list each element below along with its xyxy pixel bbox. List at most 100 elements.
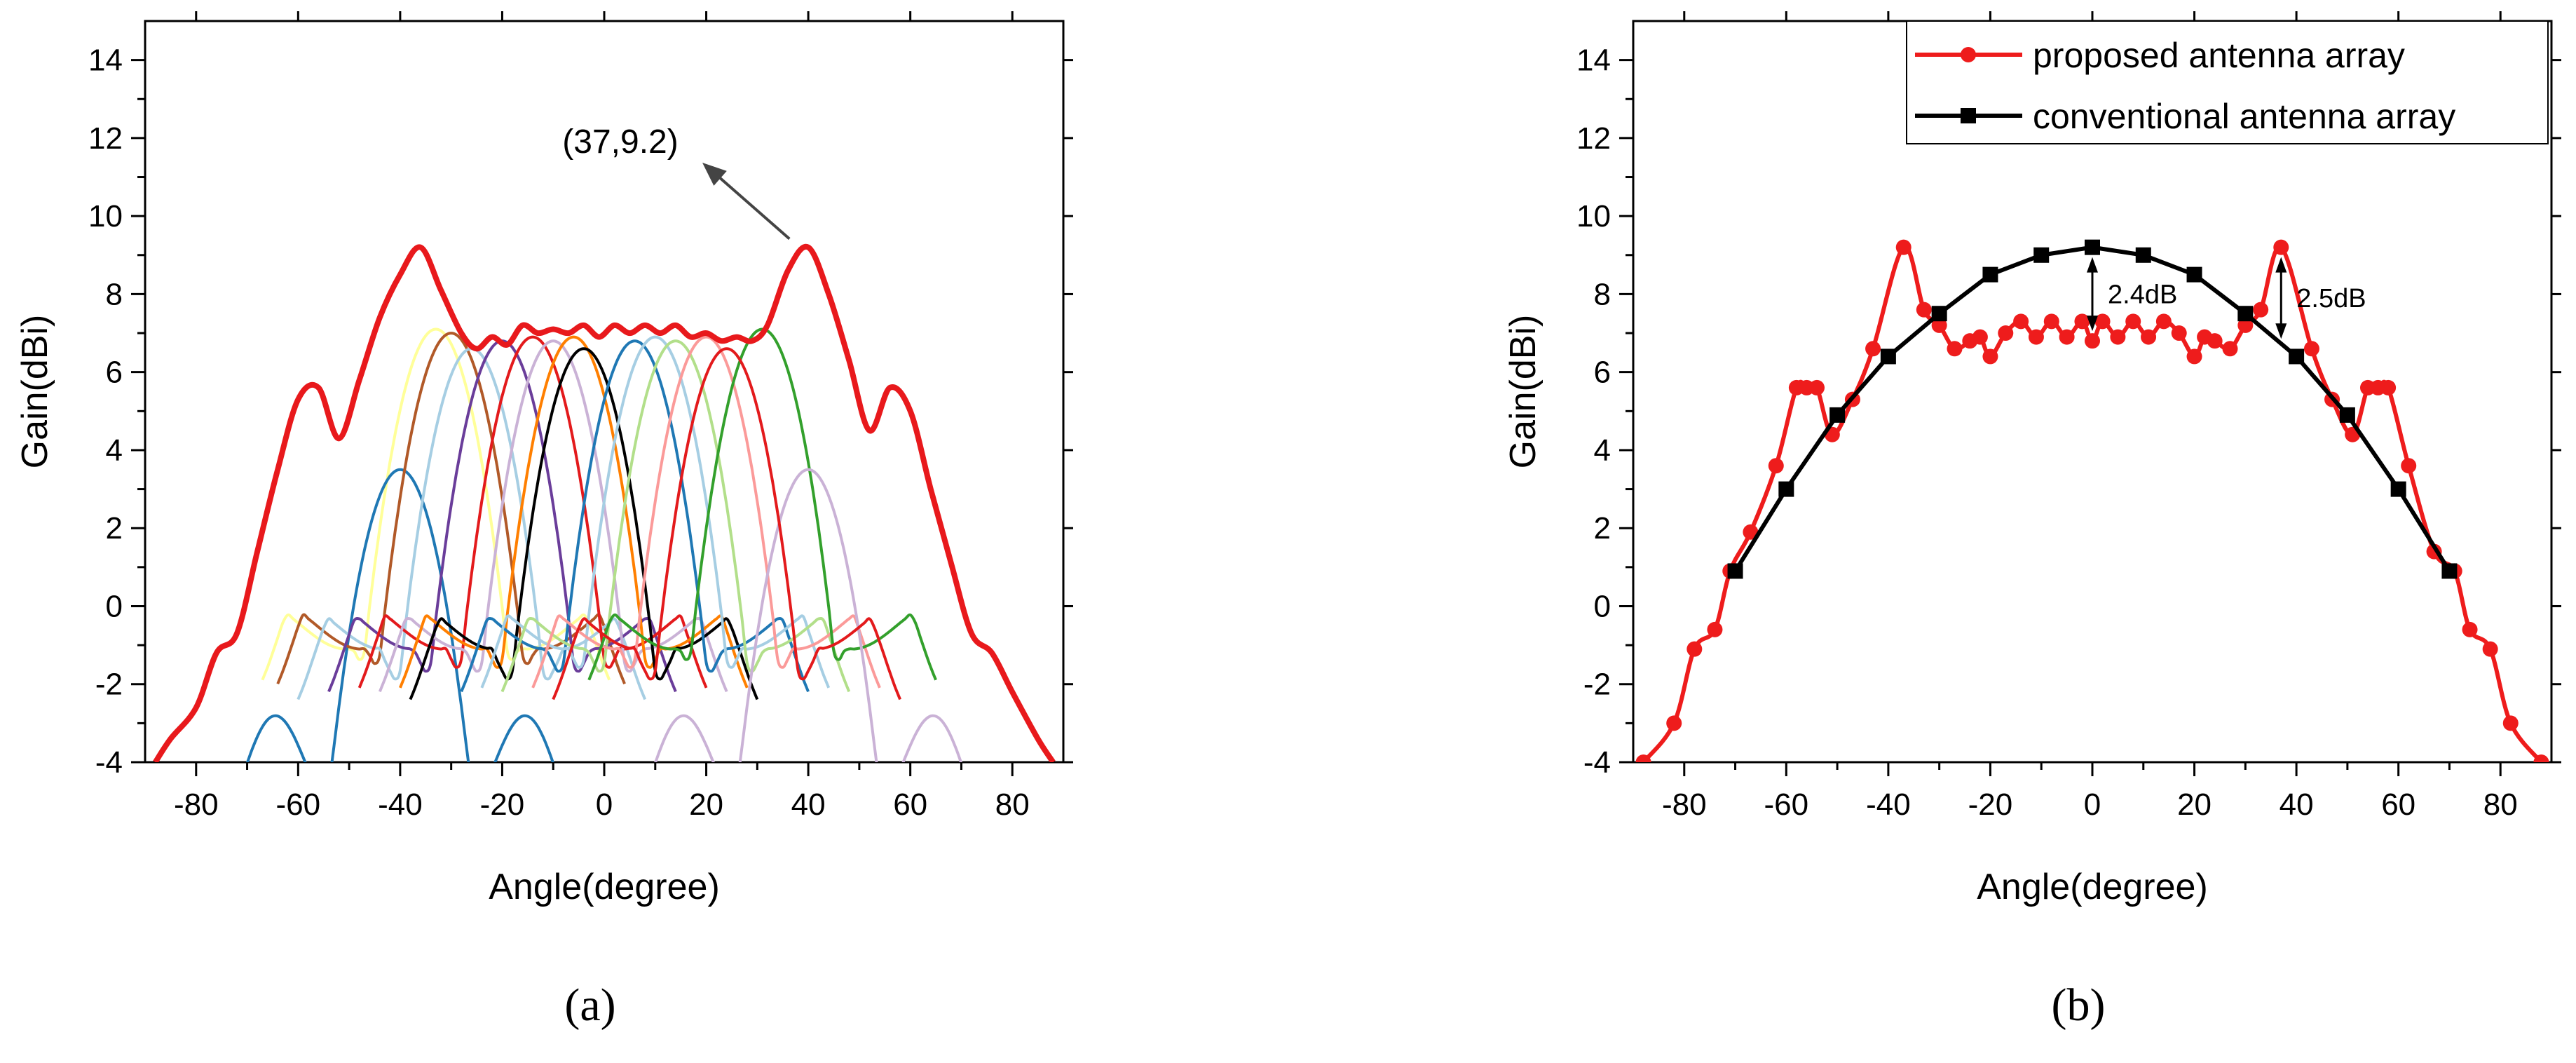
annotation-arrowhead-down	[2275, 323, 2287, 339]
data-point-proposed	[2141, 329, 2157, 345]
data-point-proposed	[2013, 313, 2029, 330]
data-point-proposed	[2462, 621, 2478, 637]
data-point-proposed	[2074, 313, 2090, 330]
beam-curve	[399, 335, 749, 689]
panel-a-label: (a)	[564, 980, 615, 1031]
panel-b-legend: proposed antenna array conventional ante…	[1906, 20, 2549, 144]
data-point-proposed	[2237, 317, 2254, 333]
data-point-proposed	[1865, 341, 1881, 357]
data-point-proposed	[1982, 348, 1998, 365]
panel-a-annotation-arrowhead	[702, 163, 727, 186]
x-tick-label: 40	[791, 787, 826, 822]
beam-curve	[378, 339, 728, 693]
y-tick-label: 10	[88, 199, 123, 233]
beam-curve	[531, 335, 881, 689]
x-tick-label: 80	[2483, 787, 2518, 822]
beam-curve	[245, 468, 554, 762]
data-point-proposed	[2273, 239, 2289, 255]
data-point-conventional	[2186, 266, 2202, 283]
y-tick-label: -4	[1583, 745, 1611, 780]
data-point-proposed	[2094, 313, 2111, 330]
x-tick-label: -60	[276, 787, 321, 822]
data-point-conventional	[2085, 239, 2100, 255]
x-tick-label: -80	[174, 787, 219, 822]
y-tick-label: -4	[95, 745, 123, 780]
y-tick-label: 8	[1594, 277, 1611, 311]
annotation-arrowhead-down	[2087, 316, 2098, 332]
data-point-proposed	[2110, 329, 2126, 345]
data-point-proposed	[2401, 458, 2417, 474]
panel-b-y-axis-title: Gain(dBi)	[1503, 315, 1543, 469]
x-tick-label: 0	[2084, 787, 2101, 822]
data-point-conventional	[2289, 348, 2305, 365]
y-tick-label: -2	[1583, 668, 1611, 702]
data-point-proposed	[2085, 333, 2100, 349]
data-point-proposed	[2222, 341, 2238, 357]
panel-a-x-axis-title: Angle(degree)	[489, 867, 720, 907]
data-point-proposed	[1916, 302, 1932, 318]
y-tick-label: 6	[106, 356, 123, 390]
data-point-proposed	[1743, 524, 1759, 540]
data-point-proposed	[2380, 379, 2397, 395]
data-point-proposed	[1972, 329, 1988, 345]
y-tick-label: 4	[1594, 433, 1611, 468]
beam-curve	[500, 339, 851, 693]
x-tick-label: -40	[378, 787, 423, 822]
x-tick-label: 0	[596, 787, 613, 822]
data-point-conventional	[1982, 266, 1998, 283]
x-tick-label: -20	[1968, 787, 2013, 822]
y-tick-label: 8	[106, 277, 123, 311]
data-point-proposed	[1686, 641, 1703, 657]
data-point-proposed	[2207, 333, 2223, 349]
data-point-proposed	[2171, 325, 2187, 341]
data-point-conventional	[2390, 481, 2406, 497]
beam-curve	[409, 347, 759, 700]
y-tick-label: 14	[88, 43, 123, 78]
panel-b-label: (b)	[2052, 980, 2106, 1031]
data-point-proposed	[2043, 313, 2059, 330]
legend-box	[1906, 20, 2549, 144]
data-point-conventional	[1829, 407, 1846, 423]
y-tick-label: 2	[106, 511, 123, 546]
data-point-proposed	[2303, 341, 2319, 357]
annotation-arrowhead-up	[2087, 257, 2098, 273]
x-tick-label: 80	[995, 787, 1030, 822]
data-point-conventional	[1778, 481, 1794, 497]
y-tick-label: 12	[1576, 121, 1611, 156]
y-tick-label: 0	[1594, 589, 1611, 623]
data-point-proposed	[2125, 313, 2141, 330]
data-point-proposed	[1998, 325, 2014, 341]
y-tick-label: 14	[1576, 43, 1611, 78]
y-tick-label: 10	[1576, 199, 1611, 233]
beam-curve	[460, 339, 810, 693]
panel-a-peak-annotation: (37,9.2)	[562, 123, 678, 161]
data-point-conventional	[2135, 247, 2151, 263]
x-tick-label: -80	[1662, 787, 1707, 822]
x-tick-label: 20	[2177, 787, 2212, 822]
data-point-proposed	[1809, 379, 1825, 395]
x-tick-label: 40	[2279, 787, 2314, 822]
data-point-conventional	[2339, 407, 2355, 423]
y-tick-label: -2	[95, 668, 123, 702]
x-tick-label: -20	[480, 787, 525, 822]
data-point-proposed	[2155, 313, 2172, 330]
y-tick-label: 0	[106, 589, 123, 623]
data-point-proposed	[1895, 239, 1911, 255]
beam-curve	[480, 335, 831, 689]
data-point-conventional	[2441, 563, 2458, 579]
data-point-conventional	[2237, 306, 2254, 322]
legend-marker-proposed	[1961, 47, 1976, 62]
panel-a-y-axis-title: Gain(dBi)	[15, 315, 55, 469]
legend-label-conventional: conventional antenna array	[2033, 97, 2455, 136]
data-point-proposed	[2533, 754, 2549, 762]
annotation-arrowhead-up	[2275, 257, 2287, 273]
y-tick-label: 4	[106, 433, 123, 468]
panel-b-x-axis-title: Angle(degree)	[1977, 867, 2208, 907]
x-tick-label: 60	[893, 787, 927, 822]
legend-marker-conventional	[1961, 108, 1976, 123]
data-point-proposed	[1768, 458, 1784, 474]
x-tick-label: 20	[689, 787, 723, 822]
x-tick-label: -40	[1866, 787, 1911, 822]
data-point-proposed	[2502, 715, 2519, 731]
